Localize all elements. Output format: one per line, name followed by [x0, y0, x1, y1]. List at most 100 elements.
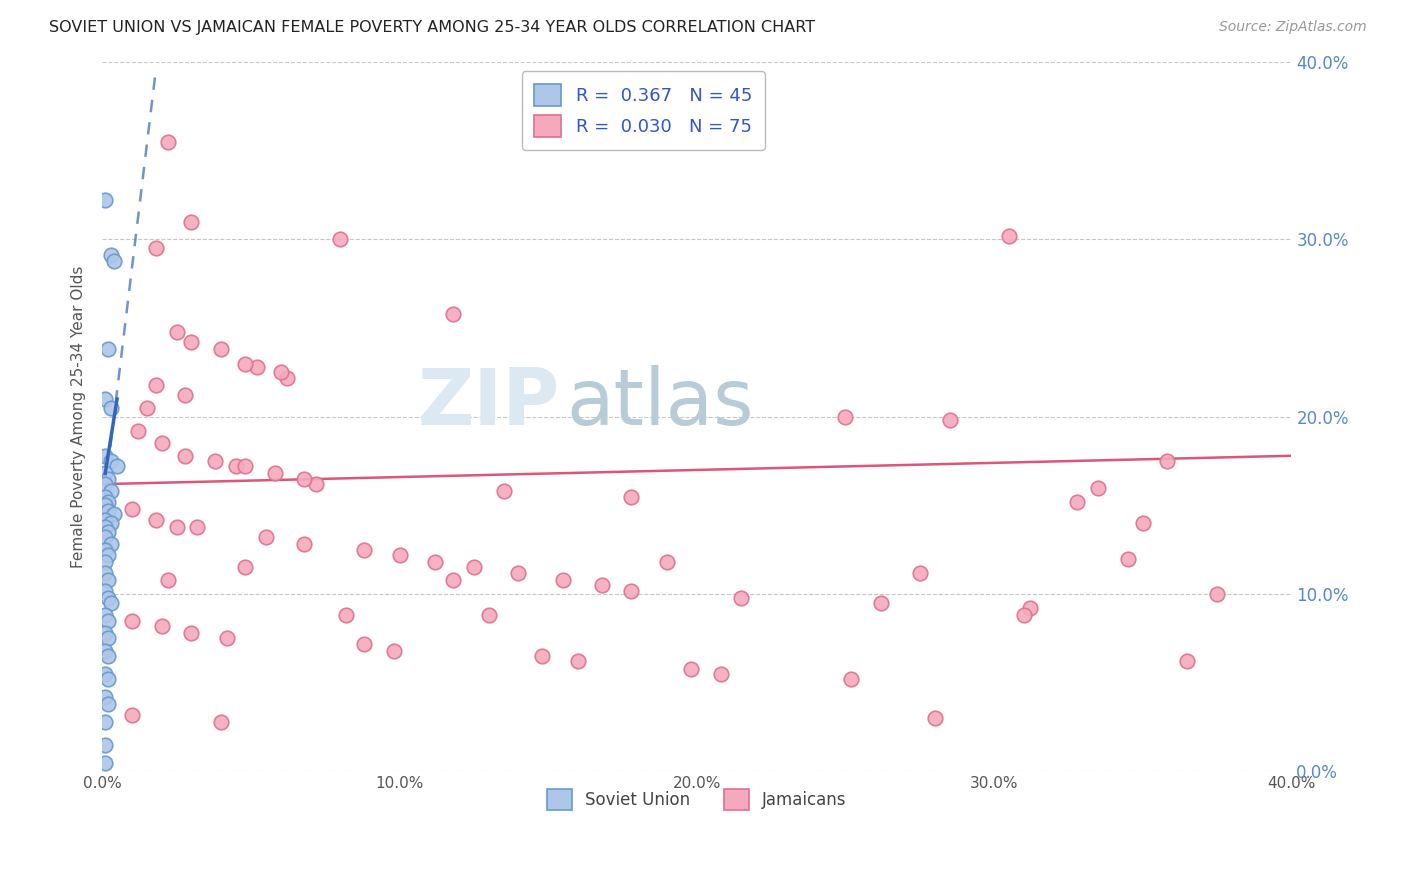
Point	[100, 537, 122, 551]
Point	[353, 637, 375, 651]
Point	[492, 484, 515, 499]
Point	[204, 454, 226, 468]
Point	[1177, 655, 1199, 669]
Point	[97, 343, 120, 357]
Point	[567, 655, 589, 669]
Point	[209, 343, 232, 357]
Point	[180, 215, 202, 229]
Point	[1206, 587, 1229, 601]
Point	[94, 513, 117, 527]
Point	[97, 472, 120, 486]
Point	[1012, 608, 1035, 623]
Point	[870, 596, 893, 610]
Point	[94, 666, 117, 681]
Point	[174, 449, 197, 463]
Point	[94, 644, 117, 658]
Point	[292, 537, 315, 551]
Point	[94, 392, 117, 406]
Point	[233, 357, 256, 371]
Point	[329, 232, 352, 246]
Point	[263, 467, 285, 481]
Point	[145, 513, 167, 527]
Point	[103, 253, 125, 268]
Text: SOVIET UNION VS JAMAICAN FEMALE POVERTY AMONG 25-34 YEAR OLDS CORRELATION CHART: SOVIET UNION VS JAMAICAN FEMALE POVERTY …	[49, 20, 815, 35]
Text: Source: ZipAtlas.com: Source: ZipAtlas.com	[1219, 20, 1367, 34]
Point	[97, 504, 120, 518]
Point	[100, 484, 122, 499]
Point	[710, 666, 733, 681]
Point	[103, 508, 125, 522]
Point	[121, 614, 143, 628]
Point	[100, 454, 122, 468]
Point	[94, 566, 117, 580]
Point	[620, 490, 643, 504]
Text: ZIP: ZIP	[418, 365, 560, 441]
Point	[100, 248, 122, 262]
Point	[94, 477, 117, 491]
Point	[94, 626, 117, 640]
Point	[382, 644, 405, 658]
Point	[551, 573, 574, 587]
Point	[150, 619, 173, 633]
Point	[508, 566, 530, 580]
Point	[834, 409, 856, 424]
Point	[620, 583, 643, 598]
Point	[127, 424, 149, 438]
Point	[94, 555, 117, 569]
Point	[94, 449, 117, 463]
Point	[335, 608, 357, 623]
Point	[254, 530, 277, 544]
Point	[353, 542, 375, 557]
Point	[1018, 601, 1040, 615]
Point	[150, 436, 173, 450]
Point	[1087, 481, 1109, 495]
Point	[94, 738, 117, 752]
Point	[166, 519, 188, 533]
Point	[97, 614, 120, 628]
Point	[94, 756, 117, 770]
Y-axis label: Female Poverty Among 25-34 Year Olds: Female Poverty Among 25-34 Year Olds	[72, 266, 86, 568]
Point	[1156, 454, 1178, 468]
Point	[270, 366, 292, 380]
Point	[135, 401, 157, 415]
Point	[246, 360, 269, 375]
Point	[100, 596, 122, 610]
Point	[233, 560, 256, 574]
Point	[180, 626, 202, 640]
Point	[1116, 551, 1139, 566]
Point	[292, 472, 315, 486]
Point	[94, 519, 117, 533]
Point	[97, 548, 120, 562]
Point	[156, 135, 179, 149]
Point	[441, 573, 464, 587]
Point	[94, 583, 117, 598]
Point	[998, 228, 1021, 243]
Point	[145, 377, 167, 392]
Point	[679, 661, 702, 675]
Point	[174, 388, 197, 402]
Point	[100, 401, 122, 415]
Point	[97, 524, 120, 539]
Point	[97, 649, 120, 664]
Point	[94, 608, 117, 623]
Point	[166, 325, 188, 339]
Point	[94, 690, 117, 704]
Point	[156, 573, 179, 587]
Point	[924, 711, 946, 725]
Point	[97, 672, 120, 686]
Point	[100, 516, 122, 530]
Point	[94, 530, 117, 544]
Point	[121, 707, 143, 722]
Point	[121, 502, 143, 516]
Point	[908, 566, 931, 580]
Point	[97, 495, 120, 509]
Point	[94, 194, 117, 208]
Point	[94, 542, 117, 557]
Point	[217, 632, 239, 646]
Point	[591, 578, 613, 592]
Point	[938, 413, 960, 427]
Text: atlas: atlas	[567, 365, 754, 441]
Point	[94, 499, 117, 513]
Point	[97, 697, 120, 711]
Point	[94, 467, 117, 481]
